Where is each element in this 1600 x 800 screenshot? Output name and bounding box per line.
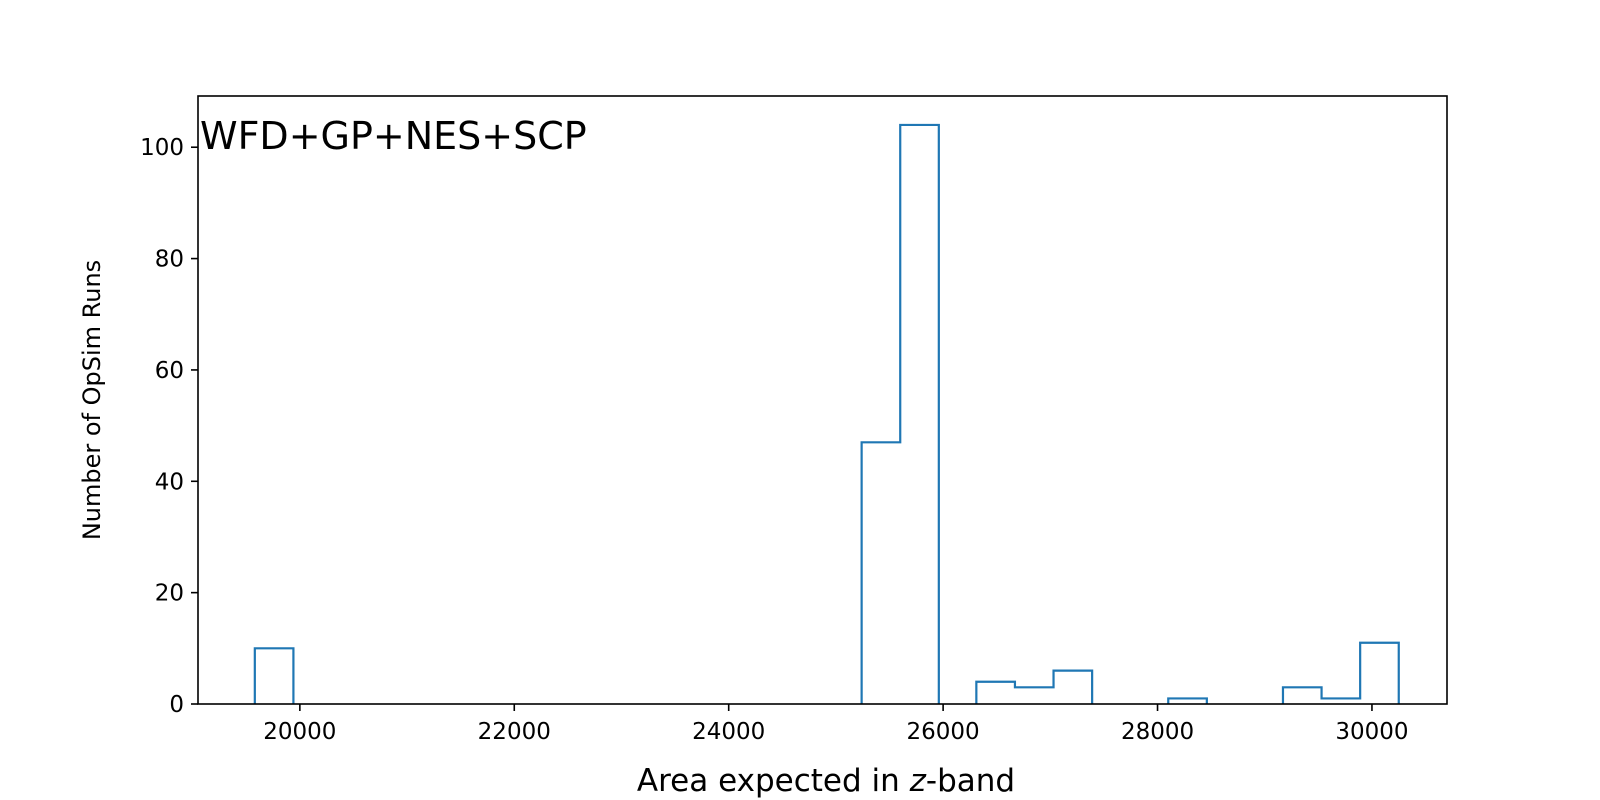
histogram-outline (253, 123, 1400, 704)
x-tick-label: 20000 (263, 719, 336, 745)
x-axis: 20000 22000 24000 26000 28000 30000 (263, 704, 1409, 745)
x-axis-label-italic: z (909, 763, 927, 799)
x-axis-label-suffix: -band (926, 763, 1015, 799)
x-axis-label: Area expected in z-band (637, 763, 1015, 799)
plot-area (198, 96, 1447, 704)
plot-frame (197, 95, 1448, 705)
y-tick-label: 20 (155, 581, 184, 607)
x-axis-label-prefix: Area expected in (637, 763, 910, 799)
y-tick-label: 40 (155, 469, 184, 495)
x-tick-label: 24000 (692, 719, 765, 745)
x-tick-label: 22000 (478, 719, 551, 745)
panel-annotation: WFD+GP+NES+SCP (200, 114, 587, 158)
y-axis: 0 20 40 60 80 100 (140, 135, 198, 718)
x-tick-label: 28000 (1121, 719, 1194, 745)
x-tick-label: 26000 (907, 719, 980, 745)
y-tick-label: 0 (169, 692, 184, 718)
y-tick-label: 80 (155, 247, 184, 273)
y-axis-label: Number of OpSim Runs (78, 260, 106, 540)
x-tick-label: 30000 (1335, 719, 1408, 745)
y-tick-label: 60 (155, 358, 184, 384)
y-tick-label: 100 (140, 135, 184, 161)
